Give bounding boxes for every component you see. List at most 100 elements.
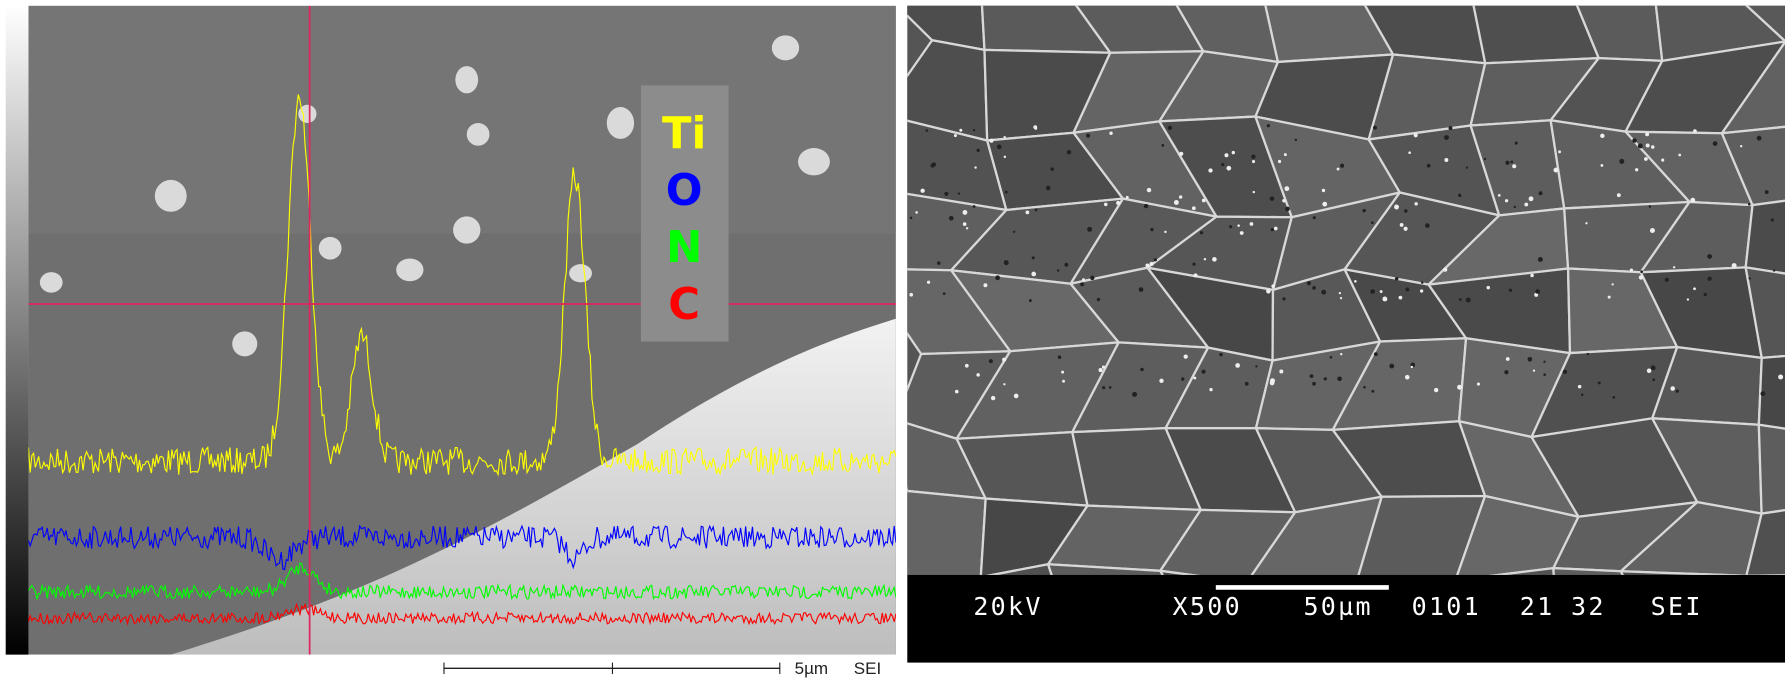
precipitate: [1408, 151, 1411, 154]
precipitate: [1340, 297, 1342, 299]
precipitate: [1673, 266, 1675, 268]
precipitate: [976, 373, 980, 377]
precipitate: [1370, 289, 1375, 294]
precipitate: [1639, 275, 1643, 279]
precipitate: [1707, 277, 1711, 281]
precipitate: [1411, 366, 1413, 368]
precipitate: [1193, 377, 1196, 380]
particle: [40, 272, 63, 292]
precipitate: [1184, 354, 1188, 358]
precipitate: [1266, 289, 1271, 294]
precipitate: [1102, 386, 1105, 389]
precipitate: [1321, 290, 1326, 295]
precipitate: [1132, 392, 1137, 397]
precipitate: [1102, 366, 1105, 369]
precipitate: [1425, 223, 1430, 228]
grain: [1759, 425, 1785, 514]
precipitate: [1090, 276, 1094, 280]
precipitate: [1405, 287, 1409, 291]
precipitate: [1255, 365, 1257, 367]
precipitate: [1226, 166, 1231, 171]
precipitate: [965, 364, 969, 368]
precipitate: [1005, 191, 1008, 194]
precipitate: [1661, 159, 1664, 162]
precipitate: [1209, 388, 1212, 391]
precipitate: [989, 359, 993, 363]
precipitate: [1147, 188, 1151, 192]
precipitate: [1444, 135, 1449, 140]
precipitate: [1087, 227, 1092, 232]
info-code: 32: [1571, 592, 1606, 621]
precipitate: [1061, 371, 1064, 374]
legend-c: C: [668, 280, 700, 330]
precipitate: [1498, 194, 1501, 197]
precipitate: [1645, 132, 1649, 136]
precipitate: [1611, 283, 1613, 285]
precipitate: [1509, 289, 1512, 292]
precipitate: [1687, 298, 1689, 300]
precipitate: [1080, 282, 1084, 286]
precipitate: [958, 192, 960, 194]
precipitate: [1652, 378, 1655, 381]
precipitate: [1097, 298, 1100, 301]
precipitate: [1466, 166, 1468, 168]
precipitate: [1389, 364, 1394, 369]
precipitate: [1034, 127, 1037, 130]
precipitate: [1270, 381, 1275, 386]
precipitate: [1778, 375, 1783, 380]
precipitate: [937, 261, 940, 264]
precipitate: [1649, 205, 1651, 207]
precipitate: [1444, 158, 1448, 162]
precipitate: [1543, 373, 1546, 376]
precipitate: [1202, 199, 1206, 203]
precipitate: [997, 145, 1002, 150]
precipitate: [1533, 369, 1535, 371]
precipitate: [1670, 386, 1675, 391]
precipitate: [944, 192, 948, 196]
precipitate: [1749, 277, 1751, 279]
precipitate: [1274, 227, 1278, 231]
precipitate: [1181, 377, 1184, 380]
left-micrograph: Ti O N C: [28, 6, 895, 655]
precipitate: [1427, 164, 1431, 168]
precipitate: [1284, 153, 1287, 156]
precipitate: [1399, 296, 1403, 300]
precipitate: [1748, 203, 1751, 206]
precipitate: [949, 216, 954, 221]
precipitate: [1371, 390, 1374, 393]
precipitate: [1237, 224, 1240, 227]
precipitate: [1678, 154, 1681, 157]
precipitate: [1405, 375, 1410, 380]
precipitate: [927, 281, 930, 284]
precipitate: [1109, 386, 1112, 389]
precipitate: [1245, 382, 1249, 386]
precipitate: [1512, 164, 1516, 168]
precipitate: [1486, 286, 1490, 290]
precipitate: [1032, 256, 1035, 259]
precipitate: [1600, 134, 1604, 138]
precipitate: [1229, 225, 1232, 228]
detector-label: SEI: [854, 659, 882, 678]
precipitate: [1612, 396, 1615, 399]
magnification: X500: [1173, 592, 1242, 621]
precipitate: [1404, 209, 1407, 212]
precipitate: [1104, 203, 1108, 207]
precipitate: [1013, 231, 1015, 233]
precipitate: [973, 129, 975, 131]
precipitate: [1029, 299, 1032, 302]
precipitate: [1563, 370, 1567, 374]
precipitate: [1252, 160, 1255, 163]
precipitate: [1322, 189, 1325, 192]
precipitate: [989, 139, 993, 143]
precipitate: [1201, 370, 1205, 374]
precipitate: [1404, 227, 1408, 231]
precipitate: [1765, 190, 1769, 194]
precipitate: [1086, 134, 1090, 138]
precipitate: [1760, 391, 1765, 396]
precipitate: [1082, 278, 1085, 281]
precipitate: [1057, 269, 1059, 271]
legend-n: N: [666, 223, 702, 273]
precipitate: [1058, 355, 1062, 359]
precipitate: [1031, 272, 1036, 277]
precipitate: [1529, 196, 1534, 201]
